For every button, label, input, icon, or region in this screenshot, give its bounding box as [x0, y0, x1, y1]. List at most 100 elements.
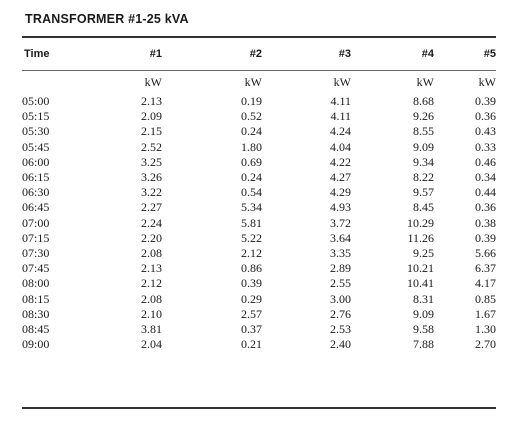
time-cell: 05:30 — [22, 124, 50, 139]
kw-value-cell: 9.09 — [413, 306, 434, 321]
kw-value-cell: 2.08 — [141, 246, 162, 261]
kw-value-cell: 4.24 — [330, 124, 351, 139]
kw-value-cell: 2.10 — [141, 306, 162, 321]
time-cell: 08:30 — [22, 306, 50, 321]
unit-cell: kW — [416, 75, 434, 89]
kw-value-cell: 2.27 — [141, 200, 162, 215]
column-header-5: #5 — [483, 48, 496, 60]
kw-value-cell: 1.67 — [475, 306, 496, 321]
kw-value-cell: 2.24 — [141, 215, 162, 230]
kw-value-cell: 9.57 — [413, 185, 434, 200]
kw-value-cell: 2.76 — [330, 306, 351, 321]
kw-value-cell: 0.24 — [241, 170, 262, 185]
kw-value-cell: 10.29 — [407, 215, 434, 230]
kw-value-cell: 8.45 — [413, 200, 434, 215]
kw-value-cell: 2.89 — [330, 261, 351, 276]
time-cell: 09:00 — [22, 337, 50, 352]
kw-value-cell: 4.27 — [330, 170, 351, 185]
kw-value-cell: 11.26 — [407, 230, 434, 245]
kw-value-cell: 2.70 — [475, 337, 496, 352]
kw-value-cell: 2.12 — [241, 246, 262, 261]
table-row: 07:15 2.20 5.22 3.64 11.26 0.39 — [22, 231, 496, 246]
table-row: 07:00 2.24 5.81 3.72 10.29 0.38 — [22, 216, 496, 231]
kw-value-cell: 10.41 — [407, 276, 434, 291]
time-cell: 05:00 — [22, 94, 50, 108]
time-cell: 08:00 — [22, 276, 50, 291]
kw-value-cell: 6.37 — [475, 261, 496, 276]
time-cell: 06:15 — [22, 170, 50, 185]
unit-cell: kW — [478, 75, 496, 89]
table-row: 05:00 2.13 0.19 4.11 8.68 0.39 — [22, 94, 496, 109]
kw-value-cell: 0.33 — [475, 139, 496, 154]
table-row: 08:30 2.10 2.57 2.76 9.09 1.67 — [22, 307, 496, 322]
kw-value-cell: 0.52 — [241, 109, 262, 124]
kw-value-cell: 2.08 — [141, 291, 162, 306]
kw-value-cell: 0.19 — [241, 94, 262, 108]
table-row: 08:45 3.81 0.37 2.53 9.58 1.30 — [22, 322, 496, 337]
kw-value-cell: 0.29 — [241, 291, 262, 306]
kw-value-cell: 3.25 — [141, 154, 162, 169]
kw-value-cell: 2.53 — [330, 322, 351, 337]
kw-value-cell: 3.22 — [141, 185, 162, 200]
time-cell: 07:00 — [22, 215, 50, 230]
kw-value-cell: 5.22 — [241, 230, 262, 245]
kw-value-cell: 4.22 — [330, 154, 351, 169]
table-row: 08:15 2.08 0.29 3.00 8.31 0.85 — [22, 292, 496, 307]
unit-cell: kW — [144, 75, 162, 89]
load-table: Time #1 #2 #3 #4 #5 kW kW kW kW kW 05:00… — [22, 39, 496, 352]
kw-value-cell: 3.72 — [330, 215, 351, 230]
kw-value-cell: 9.09 — [413, 139, 434, 154]
kw-value-cell: 1.30 — [475, 322, 496, 337]
kw-value-cell: 9.25 — [413, 246, 434, 261]
kw-value-cell: 7.88 — [413, 337, 434, 352]
kw-value-cell: 0.39 — [241, 276, 262, 291]
time-cell: 05:45 — [22, 139, 50, 154]
time-cell: 07:45 — [22, 261, 50, 276]
kw-value-cell: 0.43 — [475, 124, 496, 139]
column-header-3: #3 — [338, 48, 351, 60]
kw-value-cell: 0.37 — [241, 322, 262, 337]
kw-value-cell: 2.57 — [241, 306, 262, 321]
kw-value-cell: 0.69 — [241, 154, 262, 169]
time-cell: 07:15 — [22, 230, 50, 245]
kw-value-cell: 3.26 — [141, 170, 162, 185]
kw-value-cell: 5.66 — [475, 246, 496, 261]
time-cell: 07:30 — [22, 246, 50, 261]
time-cell: 08:15 — [22, 291, 50, 306]
table-row: 05:15 2.09 0.52 4.11 9.26 0.36 — [22, 109, 496, 124]
kw-value-cell: 0.36 — [475, 200, 496, 215]
kw-value-cell: 2.09 — [141, 109, 162, 124]
kw-value-cell: 0.39 — [475, 230, 496, 245]
kw-value-cell: 2.12 — [141, 276, 162, 291]
kw-value-cell: 3.64 — [330, 230, 351, 245]
kw-value-cell: 9.26 — [413, 109, 434, 124]
kw-value-cell: 2.40 — [330, 337, 351, 352]
kw-value-cell: 8.22 — [413, 170, 434, 185]
units-row: kW kW kW kW kW — [22, 70, 496, 94]
table-title: TRANSFORMER #1-25 kVA — [25, 12, 189, 26]
kw-value-cell: 4.17 — [475, 276, 496, 291]
time-cell: 05:15 — [22, 109, 50, 124]
kw-value-cell: 4.11 — [330, 109, 351, 124]
kw-value-cell: 0.85 — [475, 291, 496, 306]
table-body: kW kW kW kW kW 05:00 2.13 0.19 4.11 8.68 0.39… — [22, 70, 496, 352]
kw-value-cell: 4.29 — [330, 185, 351, 200]
table-row: 06:15 3.26 0.24 4.27 8.22 0.34 — [22, 170, 496, 185]
kw-value-cell: 8.55 — [413, 124, 434, 139]
kw-value-cell: 8.68 — [413, 94, 434, 108]
kw-value-cell: 0.24 — [241, 124, 262, 139]
kw-value-cell: 0.38 — [475, 215, 496, 230]
kw-value-cell: 9.58 — [413, 322, 434, 337]
kw-value-cell: 10.21 — [407, 261, 434, 276]
kw-value-cell: 4.11 — [330, 94, 351, 108]
kw-value-cell: 2.52 — [141, 139, 162, 154]
kw-value-cell: 4.93 — [330, 200, 351, 215]
table-row: 05:45 2.52 1.80 4.04 9.09 0.33 — [22, 140, 496, 155]
table-row: 07:45 2.13 0.86 2.89 10.21 6.37 — [22, 261, 496, 276]
kw-value-cell: 2.55 — [330, 276, 351, 291]
kw-value-cell: 2.13 — [141, 94, 162, 108]
kw-value-cell: 2.15 — [141, 124, 162, 139]
column-header-1: #1 — [149, 48, 162, 60]
table-row: 06:30 3.22 0.54 4.29 9.57 0.44 — [22, 185, 496, 200]
